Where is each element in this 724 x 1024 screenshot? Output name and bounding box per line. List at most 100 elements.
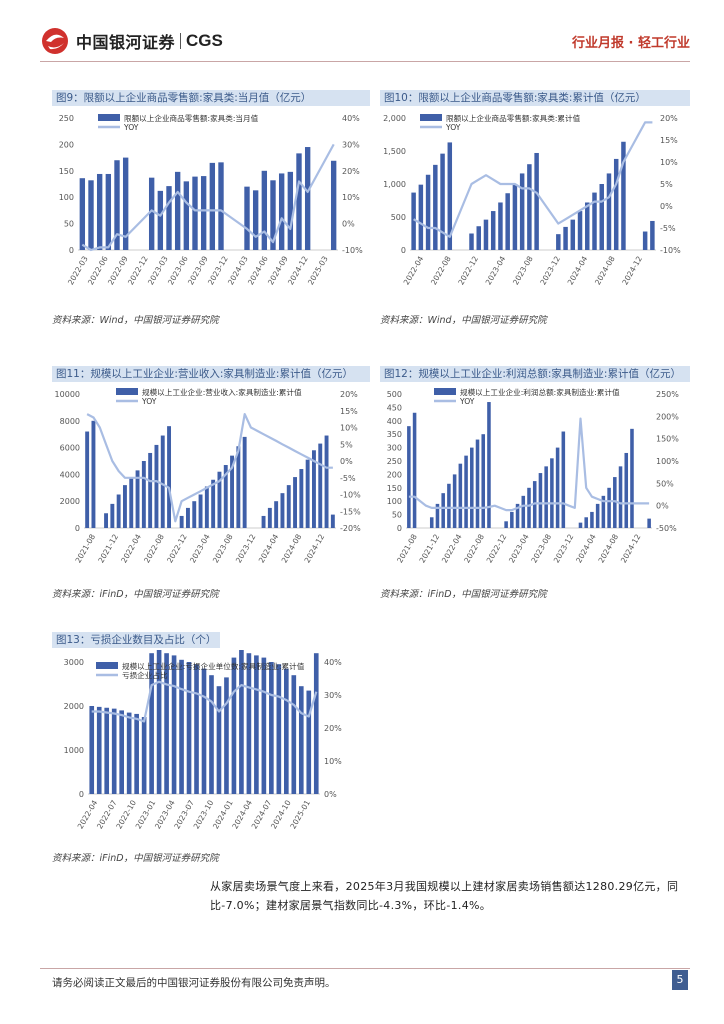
- bar: [126, 712, 132, 794]
- x-tick-label: 2024-12: [620, 254, 644, 286]
- bar: [116, 494, 121, 528]
- bar: [599, 184, 604, 250]
- bar: [96, 706, 102, 794]
- bar: [470, 447, 474, 528]
- y2-tick-label: 10%: [660, 158, 678, 167]
- footer-divider: [40, 968, 690, 969]
- bar: [254, 655, 259, 794]
- bar: [119, 710, 124, 794]
- bar: [141, 717, 147, 794]
- bar: [223, 465, 228, 528]
- bar: [287, 171, 294, 250]
- legend-bar-label: 规模以上工业企业:利润总额:家具制造业:累计值: [460, 387, 620, 397]
- bar: [200, 176, 207, 250]
- bar: [476, 226, 481, 250]
- bar: [269, 662, 274, 794]
- bar: [244, 186, 250, 250]
- figure-9-panel: 图9：限额以上企业商品零售额:家具类:当月值（亿元） 0 50 100 150 200 2…: [52, 90, 370, 330]
- bar: [577, 211, 583, 250]
- yoy-line: [86, 413, 333, 523]
- x-tick-label: 2024-08: [593, 254, 617, 286]
- bar: [194, 664, 199, 794]
- bar: [164, 653, 169, 794]
- bar: [447, 142, 453, 250]
- bar: [218, 162, 224, 250]
- bar: [252, 190, 259, 250]
- y2-tick-label: -5%: [660, 224, 676, 233]
- y2-tick-label: 250%: [656, 390, 679, 399]
- y2-tick-label: 10%: [342, 193, 360, 202]
- legend-bar-label: 规模以上工业企业:营业收入:家具制造业:累计值: [142, 387, 302, 397]
- bar: [149, 653, 154, 794]
- legend-bar-swatch: [116, 388, 138, 395]
- y2-tick-label: 15%: [340, 407, 358, 416]
- bar: [305, 459, 310, 528]
- bar: [561, 431, 566, 528]
- bar: [613, 477, 617, 528]
- x-tick-label: 2021-12: [96, 532, 120, 564]
- bar: [280, 493, 285, 528]
- bar: [183, 181, 190, 250]
- bar: [519, 173, 525, 250]
- bar: [211, 479, 216, 528]
- y-tick-label: 0: [69, 246, 74, 255]
- bar: [192, 501, 197, 528]
- legend-bar-swatch: [98, 114, 120, 121]
- bar: [411, 192, 416, 250]
- x-tick-label: 2023-12: [552, 532, 576, 564]
- y2-tick-label: 15%: [660, 136, 678, 145]
- y2-tick-label: 0%: [656, 502, 669, 511]
- y-tick-label: 0: [397, 524, 402, 533]
- logo-cgs: CGS: [186, 31, 223, 50]
- y-tick-label: 1000: [64, 746, 84, 755]
- y2-tick-label: 200%: [656, 412, 679, 421]
- bar: [171, 655, 177, 794]
- x-tick-label: 2023-12: [234, 532, 258, 564]
- bar: [330, 514, 335, 528]
- bar: [621, 141, 626, 250]
- figure-13-panel: 图13：亏损企业数目及占比（个） 0 1000 2000 3000 0% 10% 20% 30…: [52, 632, 370, 864]
- bar: [304, 147, 311, 250]
- bar: [122, 157, 129, 250]
- figure-10-panel: 图10：限额以上企业商品零售额:家具类:累计值（亿元） 0 500 1,000 1,5…: [380, 90, 690, 330]
- figure-10-chart: 0 500 1,000 1,500 2,000 -10% -5% 0% 5% 10% 15% 20% 2…: [383, 113, 681, 286]
- figure-12-panel: 图12：规模以上工业企业:利润总额:家具制造业:累计值（亿元） 0 50 100 15…: [380, 366, 690, 602]
- y2-tick-label: -10%: [340, 491, 361, 500]
- bar: [89, 706, 95, 794]
- bar: [498, 202, 503, 250]
- y2-tick-label: 5%: [340, 440, 353, 449]
- bar: [148, 177, 155, 250]
- bar: [185, 507, 190, 528]
- bar: [585, 202, 590, 250]
- y-tick-label: 500: [387, 390, 402, 399]
- y-tick-label: 2000: [60, 497, 80, 506]
- bar: [242, 436, 247, 528]
- bar: [505, 193, 510, 250]
- y-tick-label: 10000: [55, 390, 80, 399]
- bar: [469, 233, 474, 250]
- bar: [134, 713, 139, 794]
- y-tick-label: 250: [59, 114, 74, 123]
- y2-tick-label: 100%: [656, 457, 679, 466]
- bar: [284, 668, 289, 794]
- bar: [217, 471, 222, 528]
- y2-tick-label: 5%: [660, 180, 673, 189]
- bar: [286, 485, 291, 528]
- bar: [521, 495, 526, 528]
- bar: [590, 511, 594, 528]
- y-tick-label: 450: [387, 403, 402, 412]
- figure-12-chart: 0 50 100 150 200 250 300 350 400 450 500 -50% 0% 50% 1…: [387, 387, 680, 564]
- bar: [298, 686, 304, 794]
- y2-tick-label: 30%: [342, 140, 360, 149]
- bar: [606, 173, 612, 250]
- bar: [550, 458, 554, 528]
- y-tick-label: 100: [59, 193, 74, 202]
- figure-source: 资料来源：iFinD，中国银河证券研究院: [52, 589, 219, 600]
- bar: [224, 677, 229, 794]
- x-tick-label: 2024-12: [303, 532, 327, 564]
- bar: [179, 515, 184, 528]
- bar: [504, 521, 508, 528]
- bar: [274, 501, 279, 528]
